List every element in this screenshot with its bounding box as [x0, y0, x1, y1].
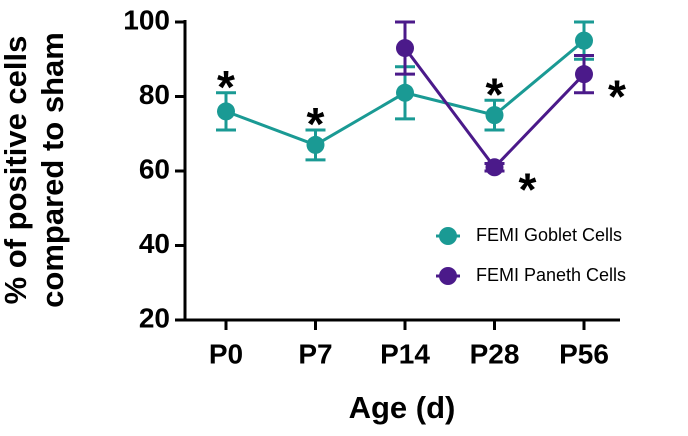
x-tick-label: P28 — [470, 338, 520, 369]
data-point — [217, 102, 235, 121]
y-tick-label: 100 — [123, 4, 170, 35]
x-tick-label: P0 — [209, 338, 243, 369]
significance-marker: * — [608, 70, 626, 122]
legend-swatch — [439, 267, 457, 285]
data-point — [396, 83, 414, 102]
y-tick-label: 60 — [139, 153, 170, 184]
x-tick-label: P14 — [380, 338, 430, 369]
data-point — [485, 106, 504, 125]
significance-marker: * — [217, 61, 235, 113]
data-point — [575, 31, 593, 50]
significance-marker: * — [486, 68, 504, 120]
y-axis-title-line: compared to sham — [35, 32, 70, 308]
x-tick-label: P56 — [559, 338, 609, 369]
data-point — [396, 39, 414, 58]
x-axis-title: Age (d) — [349, 390, 456, 425]
significance-marker: * — [307, 98, 325, 150]
y-tick-label: 20 — [139, 302, 170, 333]
y-axis-title: % of positive cells compared to sham — [0, 32, 70, 308]
data-point — [306, 135, 325, 154]
y-axis-title-line: % of positive cells — [0, 36, 33, 305]
significance-marker: * — [519, 163, 537, 215]
legend-label: FEMI Goblet Cells — [476, 225, 622, 245]
legend-label: FEMI Paneth Cells — [476, 265, 626, 285]
data-point — [575, 65, 593, 84]
y-tick-label: 40 — [139, 228, 170, 259]
y-tick-label: 80 — [139, 79, 170, 110]
x-tick-label: P7 — [298, 338, 332, 369]
legend-swatch — [439, 227, 457, 245]
data-point — [485, 158, 504, 177]
